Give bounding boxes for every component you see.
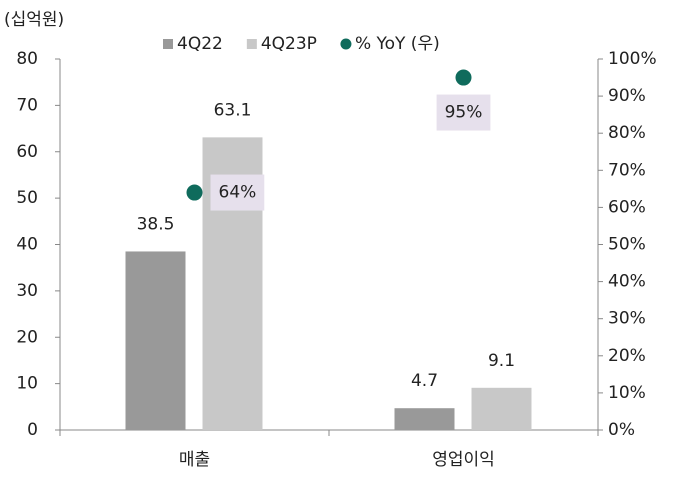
y-tick-label: 20 [16,327,38,347]
y2-tick-label: 90% [608,86,646,106]
y2-tick-label: 30% [608,309,646,329]
legend-label: 4Q23P [261,34,317,54]
bar [394,408,455,430]
x-tick-label: 영업이익 [432,450,495,470]
legend-marker [246,39,257,49]
data-label-box [436,94,491,131]
legend-marker [163,39,173,49]
data-label: 64% [219,183,257,203]
x-tick-label: 매출 [179,450,210,470]
y-tick-label: 60 [16,142,38,162]
data-label: 9.1 [488,351,515,371]
y-tick-label: 30 [16,281,38,301]
data-label: 95% [445,103,483,123]
data-label-box [210,174,265,211]
y2-tick-label: 10% [608,383,646,403]
data-label: 4.7 [411,371,438,391]
y2-tick-label: 50% [608,235,646,255]
point [186,184,203,201]
data-label: 38.5 [137,214,175,234]
y-tick-label: 10 [16,374,38,394]
y-tick-label: 0 [27,420,38,440]
y-tick-label: 80 [16,49,38,69]
y-tick-label: 50 [16,188,38,208]
legend-label: % YoY (우) [355,34,440,54]
y2-tick-label: 0% [608,420,635,440]
bar [471,387,532,430]
data-label: 63.1 [214,100,252,120]
legend-label: 4Q22 [177,34,223,54]
point [455,69,472,86]
unit-label: (십억원) [4,10,64,30]
y2-tick-label: 80% [608,123,646,143]
y2-tick-label: 20% [608,346,646,366]
y2-tick-label: 100% [608,49,657,69]
y2-tick-label: 70% [608,160,646,180]
legend-marker [340,38,352,50]
y-tick-label: 70 [16,95,38,115]
y2-tick-label: 60% [608,197,646,217]
y2-tick-label: 40% [608,272,646,292]
bar [125,251,186,430]
y-tick-label: 40 [16,235,38,255]
